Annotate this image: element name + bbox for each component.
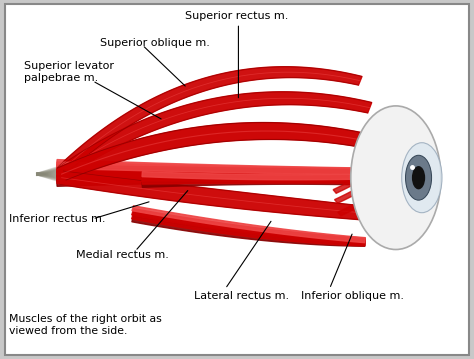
Polygon shape (142, 179, 351, 187)
Text: Inferior rectus m.: Inferior rectus m. (9, 214, 106, 224)
Text: Inferior oblique m.: Inferior oblique m. (301, 291, 404, 301)
Text: Superior levator
palpebrae m.: Superior levator palpebrae m. (24, 61, 114, 83)
Polygon shape (57, 160, 356, 173)
Ellipse shape (412, 166, 425, 190)
Polygon shape (57, 162, 356, 174)
Text: Muscles of the right orbit as
viewed from the side.: Muscles of the right orbit as viewed fro… (9, 314, 162, 336)
Polygon shape (142, 177, 351, 184)
Polygon shape (57, 92, 372, 176)
Ellipse shape (351, 106, 441, 250)
Polygon shape (142, 172, 351, 180)
Polygon shape (57, 122, 382, 180)
Polygon shape (60, 171, 371, 220)
Polygon shape (132, 212, 365, 246)
Polygon shape (57, 174, 356, 186)
Polygon shape (338, 200, 365, 216)
Polygon shape (57, 172, 356, 183)
Polygon shape (333, 177, 360, 193)
Polygon shape (57, 165, 356, 176)
Text: Superior oblique m.: Superior oblique m. (100, 38, 210, 48)
Polygon shape (57, 168, 356, 177)
Polygon shape (132, 206, 365, 243)
Polygon shape (132, 216, 365, 246)
Polygon shape (132, 209, 365, 244)
Polygon shape (57, 170, 356, 180)
Polygon shape (335, 187, 362, 203)
Text: Lateral rectus m.: Lateral rectus m. (194, 291, 290, 301)
FancyBboxPatch shape (5, 4, 469, 355)
Text: Superior rectus m.: Superior rectus m. (185, 11, 289, 21)
Ellipse shape (405, 155, 432, 200)
Polygon shape (142, 175, 351, 182)
Text: Medial rectus m.: Medial rectus m. (76, 250, 169, 260)
Ellipse shape (402, 143, 442, 213)
Polygon shape (57, 67, 362, 173)
